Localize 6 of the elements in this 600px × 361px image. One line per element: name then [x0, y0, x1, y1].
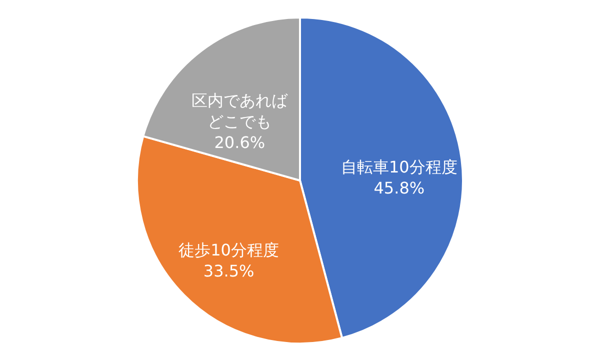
- data-label: 33.5%: [203, 262, 254, 281]
- data-label: 20.6%: [214, 132, 266, 152]
- slice-label: 徒歩10分程度: [178, 240, 279, 260]
- slice-label: 自転車10分程度: [340, 157, 458, 176]
- data-label: 45.8%: [374, 178, 425, 198]
- slice-label: 区内であればどこでも: [192, 90, 289, 131]
